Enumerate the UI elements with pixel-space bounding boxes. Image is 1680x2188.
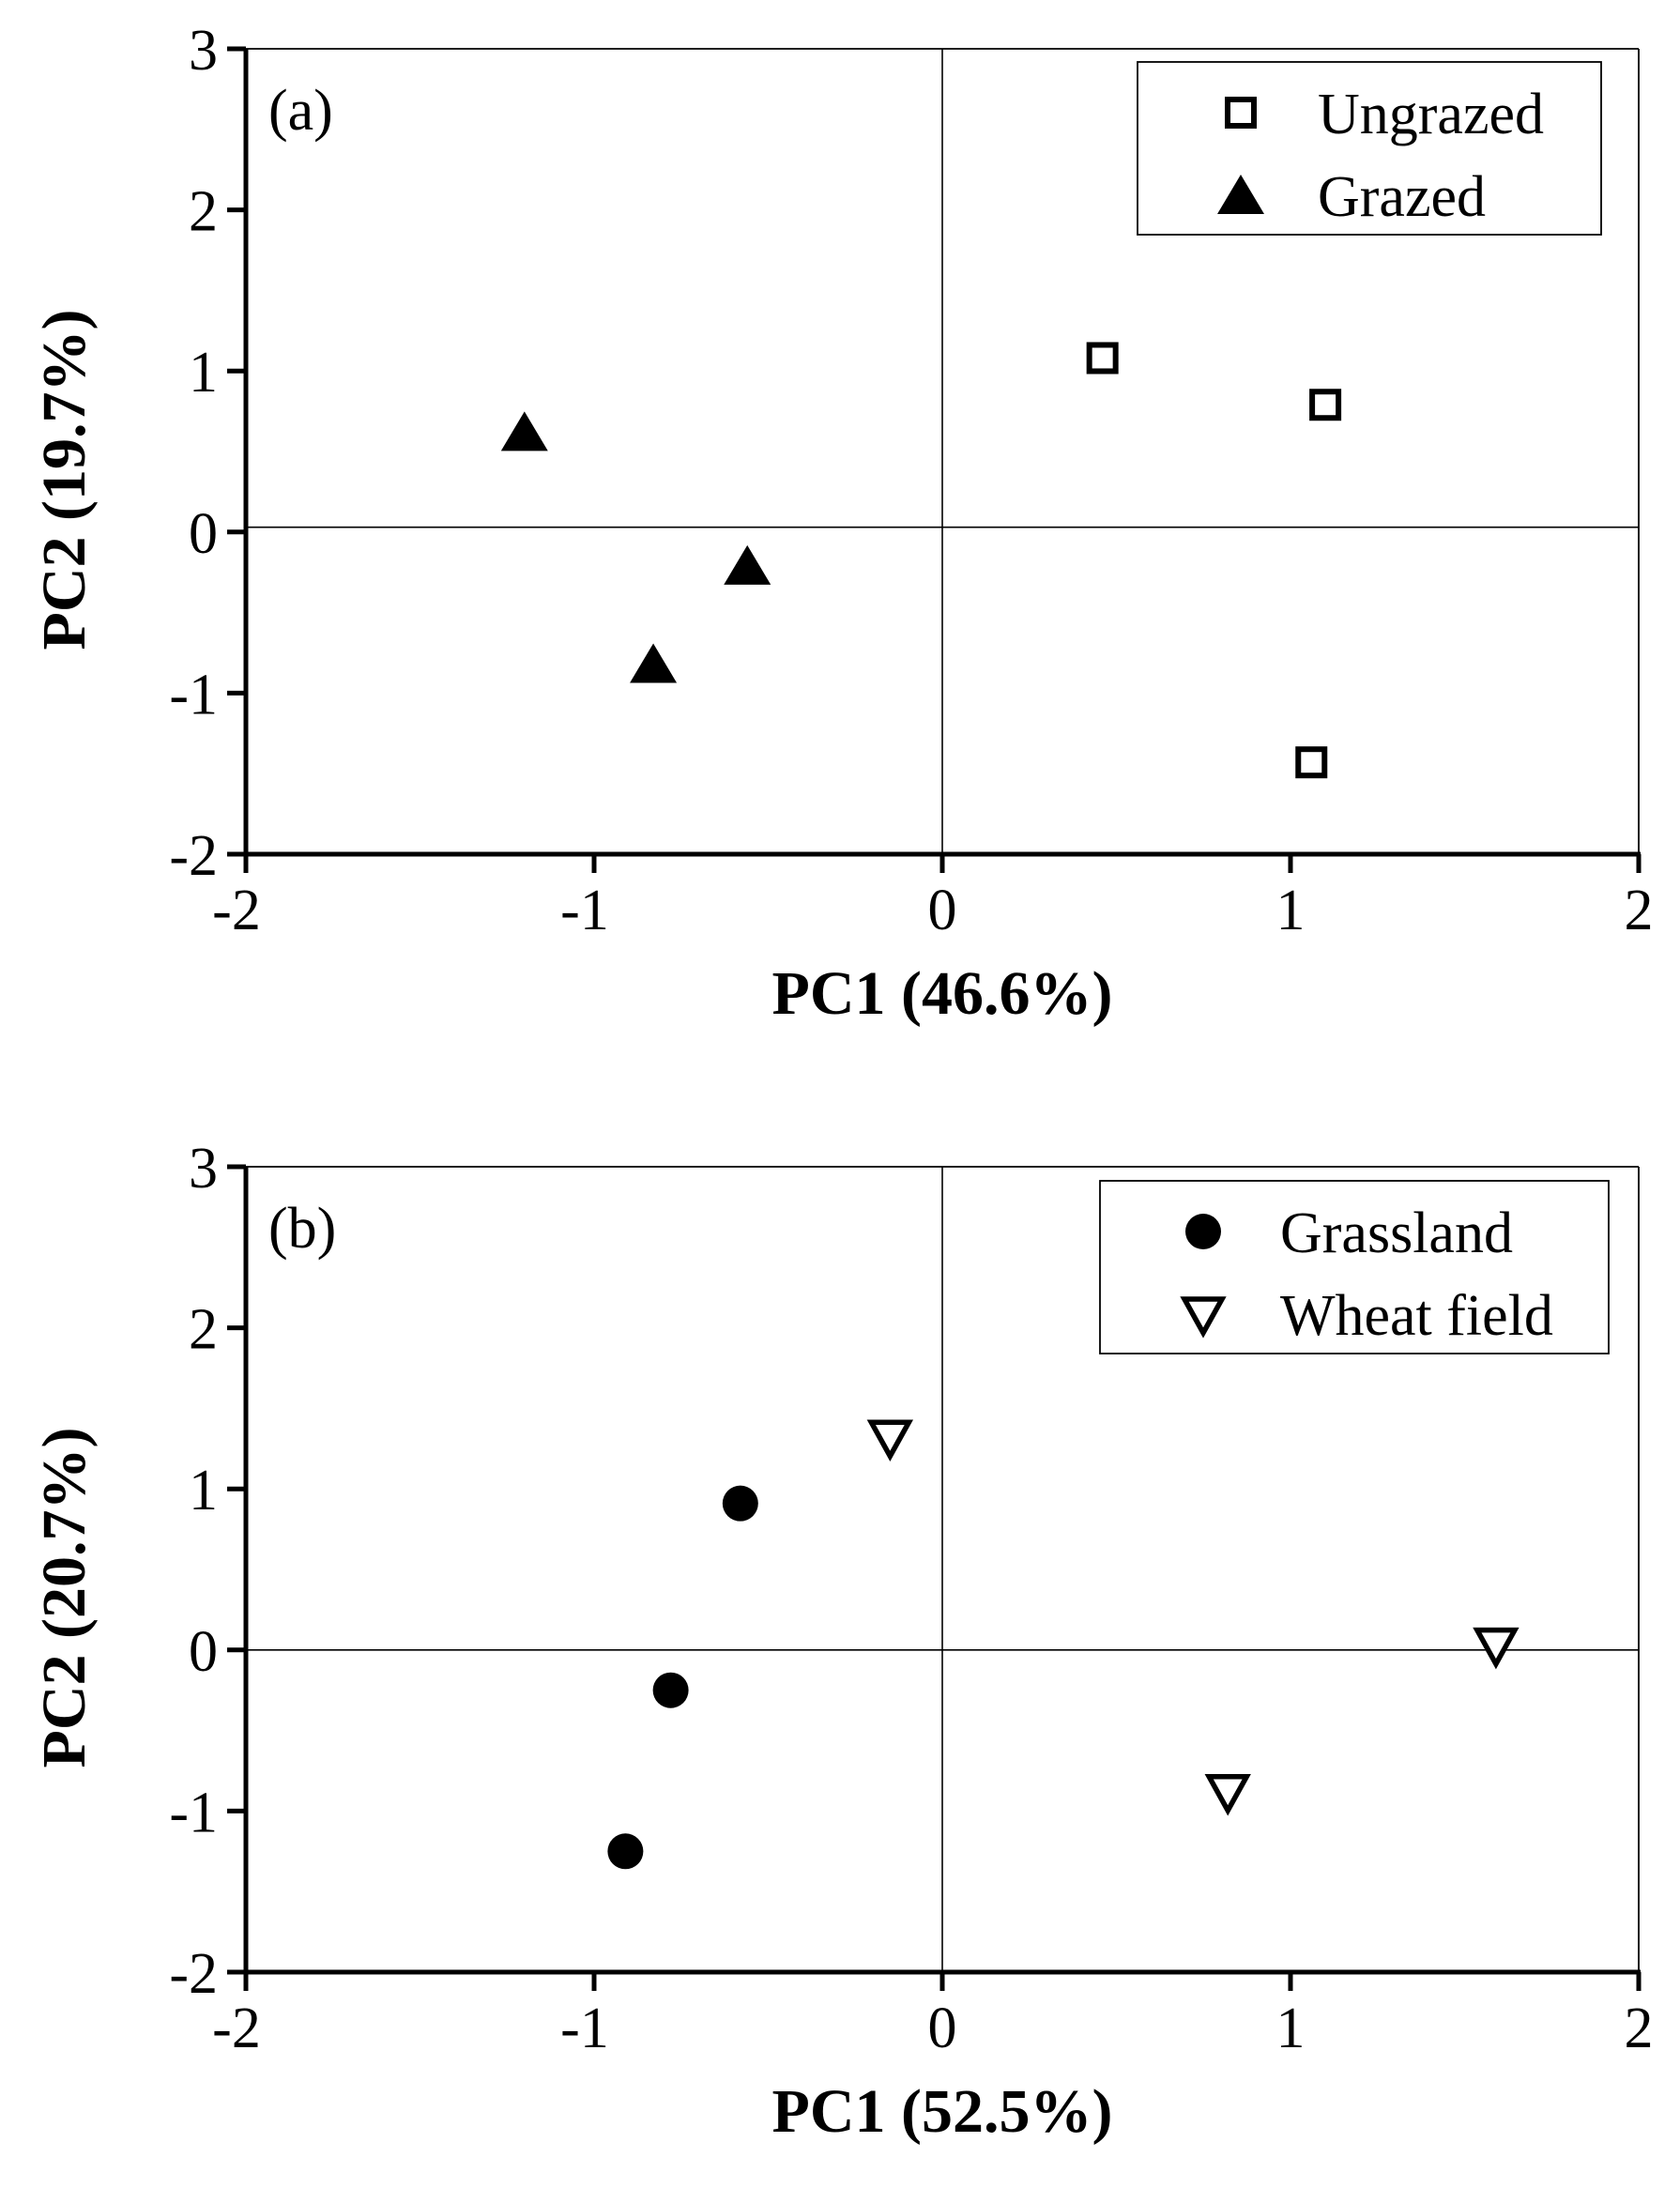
data-point xyxy=(1086,342,1119,375)
x-tick-label: 0 xyxy=(928,879,957,942)
legend-label: Grazed xyxy=(1318,165,1486,229)
data-point xyxy=(607,1833,644,1870)
x-tick-label: -2 xyxy=(212,1997,261,2060)
panel-b: -2 -1 0 1 2 3 -2 -1 0 1 2 PC1 (52.5%) PC2 (20.7%) (b)… xyxy=(30,1137,1654,2146)
y-tick-label: 1 xyxy=(189,341,218,405)
x-axis-title: PC1 (52.5%) xyxy=(772,2077,1113,2146)
x-tick-label: 1 xyxy=(1276,1997,1306,2060)
legend: Ungrazed Grazed xyxy=(1137,61,1602,236)
x-tick-label: -1 xyxy=(560,879,609,942)
panel-label: (b) xyxy=(268,1197,336,1261)
x-tick-label: -1 xyxy=(560,1997,609,2060)
legend-marker xyxy=(1217,175,1264,214)
panel-label: (a) xyxy=(268,79,333,143)
data-point xyxy=(722,1485,758,1522)
y-tick-label: 3 xyxy=(189,19,218,83)
data-point xyxy=(500,411,548,451)
data-point xyxy=(1473,1627,1520,1670)
x-tick-label: 1 xyxy=(1276,879,1306,942)
data-point xyxy=(652,1672,689,1708)
y-axis-title: PC2 (19.7%) xyxy=(30,310,99,650)
legend-marker xyxy=(1225,97,1257,129)
x-tick-label: 2 xyxy=(1625,1997,1654,2060)
legend-label: Ungrazed xyxy=(1318,83,1544,146)
y-tick-label: -1 xyxy=(169,663,218,727)
data-point xyxy=(1309,389,1342,421)
legend-label: Wheat field xyxy=(1280,1284,1553,1348)
y-tick-label: 1 xyxy=(189,1459,218,1522)
legend-marker xyxy=(1185,1214,1221,1249)
y-axis-title: PC2 (20.7%) xyxy=(30,1428,99,1768)
panel-a: -2 -1 0 1 2 3 -2 -1 0 1 2 PC1 (46.6%) PC2 (19.7%) (a)… xyxy=(30,19,1654,1028)
data-point xyxy=(1204,1774,1251,1816)
y-tick-label: 2 xyxy=(189,180,218,244)
y-tick-label: 3 xyxy=(189,1137,218,1201)
y-tick-label: -2 xyxy=(169,1942,218,2006)
x-tick-label: 2 xyxy=(1625,879,1654,942)
x-tick-label: 0 xyxy=(928,1997,957,2060)
y-tick-label: -1 xyxy=(169,1781,218,1844)
y-tick-label: -2 xyxy=(169,824,218,888)
legend-box xyxy=(1137,61,1602,236)
data-point xyxy=(630,643,678,683)
data-point xyxy=(866,1419,914,1461)
legend-marker xyxy=(1180,1296,1227,1339)
legend: Grassland Wheat field xyxy=(1099,1180,1610,1354)
x-axis-title: PC1 (46.6%) xyxy=(772,959,1113,1028)
legend-label: Grassland xyxy=(1280,1201,1513,1265)
y-tick-label: 2 xyxy=(189,1298,218,1362)
legend-box xyxy=(1099,1180,1610,1354)
data-point xyxy=(724,544,771,585)
x-tick-label: -2 xyxy=(212,879,261,942)
y-tick-label: 0 xyxy=(189,1620,218,1684)
y-tick-label: 0 xyxy=(189,502,218,566)
data-point xyxy=(1295,746,1328,779)
